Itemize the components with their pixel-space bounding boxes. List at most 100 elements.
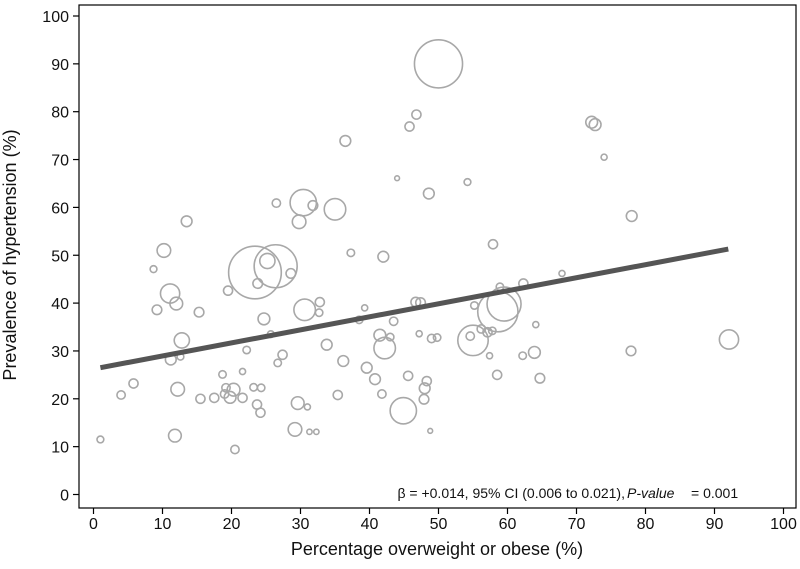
data-point-42 (290, 395, 305, 411)
data-point-30 (252, 277, 264, 290)
data-point-10 (169, 296, 184, 311)
x-tick-label: 30 (292, 516, 310, 533)
y-tick-label: 50 (51, 248, 69, 265)
data-point-43 (291, 214, 307, 230)
data-point-50 (314, 308, 324, 318)
data-point-36 (253, 243, 298, 289)
data-point-90 (485, 351, 494, 360)
data-point-2 (128, 378, 139, 389)
stats-annotation: β = +0.014, 95% CI (0.006 to 0.021), (397, 485, 625, 501)
data-point-84 (463, 177, 472, 187)
data-point-103 (584, 115, 599, 129)
x-tick-label: 100 (770, 516, 797, 533)
data-point-92 (487, 238, 499, 250)
data-point-1 (116, 390, 127, 400)
data-point-37 (271, 198, 282, 209)
data-point-93 (491, 369, 503, 381)
data-point-61 (368, 373, 382, 386)
x-tick-label: 80 (637, 516, 655, 533)
x-tick-label: 10 (154, 516, 172, 533)
data-point-31 (255, 407, 266, 419)
data-point-26 (242, 345, 252, 355)
data-point-45 (293, 298, 317, 322)
data-point-22 (226, 382, 241, 397)
data-point-62 (373, 328, 387, 342)
plot-frame (78, 4, 797, 509)
data-point-85 (465, 331, 476, 342)
data-point-3 (149, 264, 158, 274)
data-point-59 (360, 304, 369, 312)
data-point-83 (413, 39, 464, 89)
y-tick-label: 0 (60, 488, 69, 505)
data-point-52 (320, 338, 333, 351)
data-point-20 (222, 285, 234, 297)
x-tick-label: 70 (568, 516, 586, 533)
data-point-19 (221, 382, 231, 393)
y-tick-label: 80 (51, 105, 69, 122)
data-point-40 (285, 267, 297, 280)
x-tick-label: 50 (430, 516, 448, 533)
y-tick-label: 40 (51, 296, 69, 313)
regression-line (99, 246, 729, 371)
data-point-44 (289, 188, 318, 217)
x-tick-label: 0 (89, 516, 98, 533)
data-point-27 (249, 382, 259, 392)
data-point-105 (600, 153, 608, 161)
data-point-4 (151, 304, 163, 316)
data-point-80 (427, 427, 434, 435)
data-point-86 (456, 324, 490, 357)
y-tick-label: 60 (51, 200, 69, 217)
data-point-70 (402, 370, 414, 382)
data-point-13 (180, 215, 193, 228)
data-point-14 (193, 306, 205, 318)
data-point-106 (625, 345, 637, 357)
data-point-32 (256, 383, 266, 393)
x-tick-label: 40 (361, 516, 379, 533)
data-point-47 (306, 428, 313, 436)
data-point-100 (531, 320, 540, 329)
y-tick-label: 70 (51, 153, 69, 170)
data-point-38 (273, 358, 283, 368)
data-point-41 (287, 421, 303, 438)
data-point-46 (303, 403, 312, 411)
x-tick-label: 90 (706, 516, 724, 533)
data-point-87 (469, 300, 479, 311)
data-point-101 (534, 372, 546, 384)
data-point-23 (229, 444, 240, 455)
pvalue-value: = 0.001 (691, 485, 738, 501)
x-tick-label: 20 (223, 516, 241, 533)
data-point-69 (389, 396, 418, 425)
pvalue-label: P-value (627, 485, 675, 501)
data-point-68 (393, 175, 401, 182)
data-point-34 (258, 252, 276, 270)
data-point-102 (558, 269, 566, 278)
data-point-57 (346, 248, 356, 258)
data-point-15 (195, 393, 206, 405)
data-point-51 (314, 296, 326, 308)
data-point-79 (422, 187, 436, 200)
data-point-107 (625, 209, 638, 223)
data-point-0 (96, 435, 105, 444)
data-point-89 (482, 326, 493, 338)
y-tick-label: 100 (42, 9, 69, 26)
data-point-25 (237, 392, 248, 404)
data-point-82 (432, 333, 442, 343)
data-point-60 (360, 361, 373, 374)
data-point-76 (418, 393, 430, 405)
x-axis-label: Percentage overweight or obese (%) (291, 539, 583, 559)
data-point-12 (173, 332, 191, 349)
data-point-104 (588, 117, 602, 132)
data-point-96 (486, 286, 522, 322)
data-point-73 (411, 109, 422, 120)
data-point-66 (385, 332, 395, 342)
data-point-54 (332, 389, 344, 401)
data-point-88 (476, 323, 487, 334)
data-point-55 (337, 354, 350, 368)
chart-axes: 0 10 20 30 40 50 60 70 80 90 100 0 10 20 30 40 50 60 70 80 9… (42, 4, 797, 533)
data-point-56 (339, 134, 352, 148)
data-point-21 (223, 390, 237, 405)
data-point-91 (487, 326, 497, 336)
regression-line-group (99, 246, 729, 371)
data-point-24 (238, 367, 247, 376)
